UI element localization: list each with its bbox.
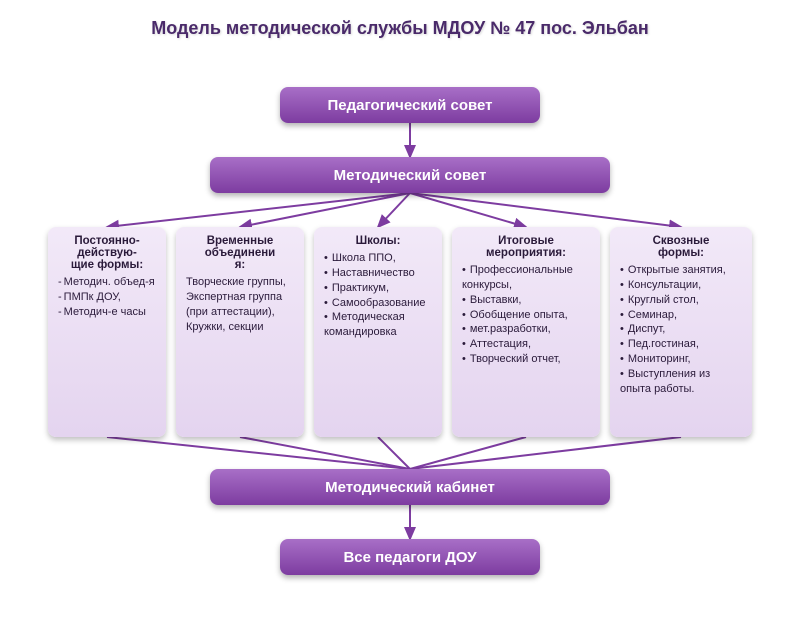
- list-item: ПМПк ДОУ,: [58, 290, 158, 305]
- column-list: Профессиональные конкурсы,Выставки,Обобщ…: [460, 263, 592, 367]
- edge: [378, 193, 410, 227]
- edge: [410, 437, 681, 469]
- edge: [378, 437, 410, 469]
- column-heading: Сквозныеформы:: [618, 235, 744, 259]
- list-item: Семинар,: [620, 308, 744, 323]
- list-item: Мониторинг,: [620, 352, 744, 367]
- page-title: Модель методической службы МДОУ № 47 пос…: [0, 0, 800, 39]
- edge: [107, 193, 410, 227]
- edge: [410, 193, 681, 227]
- list-item: мет.разработки,: [462, 322, 592, 337]
- list-item: Практикум,: [324, 281, 434, 296]
- column-heading: Итоговыемероприятия:: [460, 235, 592, 259]
- node-n1: Педагогический совет: [280, 87, 540, 123]
- node-n3: Методический кабинет: [210, 469, 610, 505]
- column-heading: Временныеобъединения:: [184, 235, 296, 271]
- list-item: Школа ППО,: [324, 251, 434, 266]
- list-item: Выставки,: [462, 293, 592, 308]
- list-item: Круглый стол,: [620, 293, 744, 308]
- edge: [107, 437, 410, 469]
- edge: [410, 193, 526, 227]
- column-heading: Постоянно-действую-щие формы:: [56, 235, 158, 271]
- list-item: Открытые занятия,: [620, 263, 744, 278]
- list-item: Экспертная группа (при аттестации),: [186, 290, 296, 320]
- column-heading: Школы:: [322, 235, 434, 247]
- list-item: Диспут,: [620, 322, 744, 337]
- diagram-canvas: Педагогический совет Методический совет По…: [0, 39, 800, 599]
- list-item: Аттестация,: [462, 337, 592, 352]
- list-item: Кружки, секции: [186, 320, 296, 335]
- column-list: Открытые занятия,Консультации,Круглый ст…: [618, 263, 744, 397]
- list-item: Наставничество: [324, 266, 434, 281]
- list-item: Самообразование: [324, 296, 434, 311]
- list-item: Методич-е часы: [58, 305, 158, 320]
- list-item: Творческие группы,: [186, 275, 296, 290]
- node-col5: Сквозныеформы: Открытые занятия,Консульта…: [610, 227, 752, 437]
- list-item: Выступления из опыта работы.: [620, 367, 744, 397]
- list-item: Консультации,: [620, 278, 744, 293]
- list-item: Профессиональные конкурсы,: [462, 263, 592, 293]
- list-item: Обобщение опыта,: [462, 308, 592, 323]
- list-item: Методич. объед-я: [58, 275, 158, 290]
- column-list: Творческие группы,Экспертная группа (при…: [184, 275, 296, 334]
- column-list: Школа ППО,НаставничествоПрактикум,Самооб…: [322, 251, 434, 340]
- list-item: Пед.гостиная,: [620, 337, 744, 352]
- column-list: Методич. объед-яПМПк ДОУ,Методич-е часы: [56, 275, 158, 320]
- list-item: Методическая командировка: [324, 310, 434, 340]
- edge: [410, 437, 526, 469]
- node-col1: Постоянно-действую-щие формы: Методич. об…: [48, 227, 166, 437]
- edge: [240, 437, 410, 469]
- list-item: Творческий отчет,: [462, 352, 592, 367]
- node-col3: Школы: Школа ППО,НаставничествоПрактикум,…: [314, 227, 442, 437]
- node-n4: Все педагоги ДОУ: [280, 539, 540, 575]
- edge: [240, 193, 410, 227]
- node-n2: Методический совет: [210, 157, 610, 193]
- node-col2: Временныеобъединения: Творческие группы,Э…: [176, 227, 304, 437]
- node-col4: Итоговыемероприятия: Профессиональные кон…: [452, 227, 600, 437]
